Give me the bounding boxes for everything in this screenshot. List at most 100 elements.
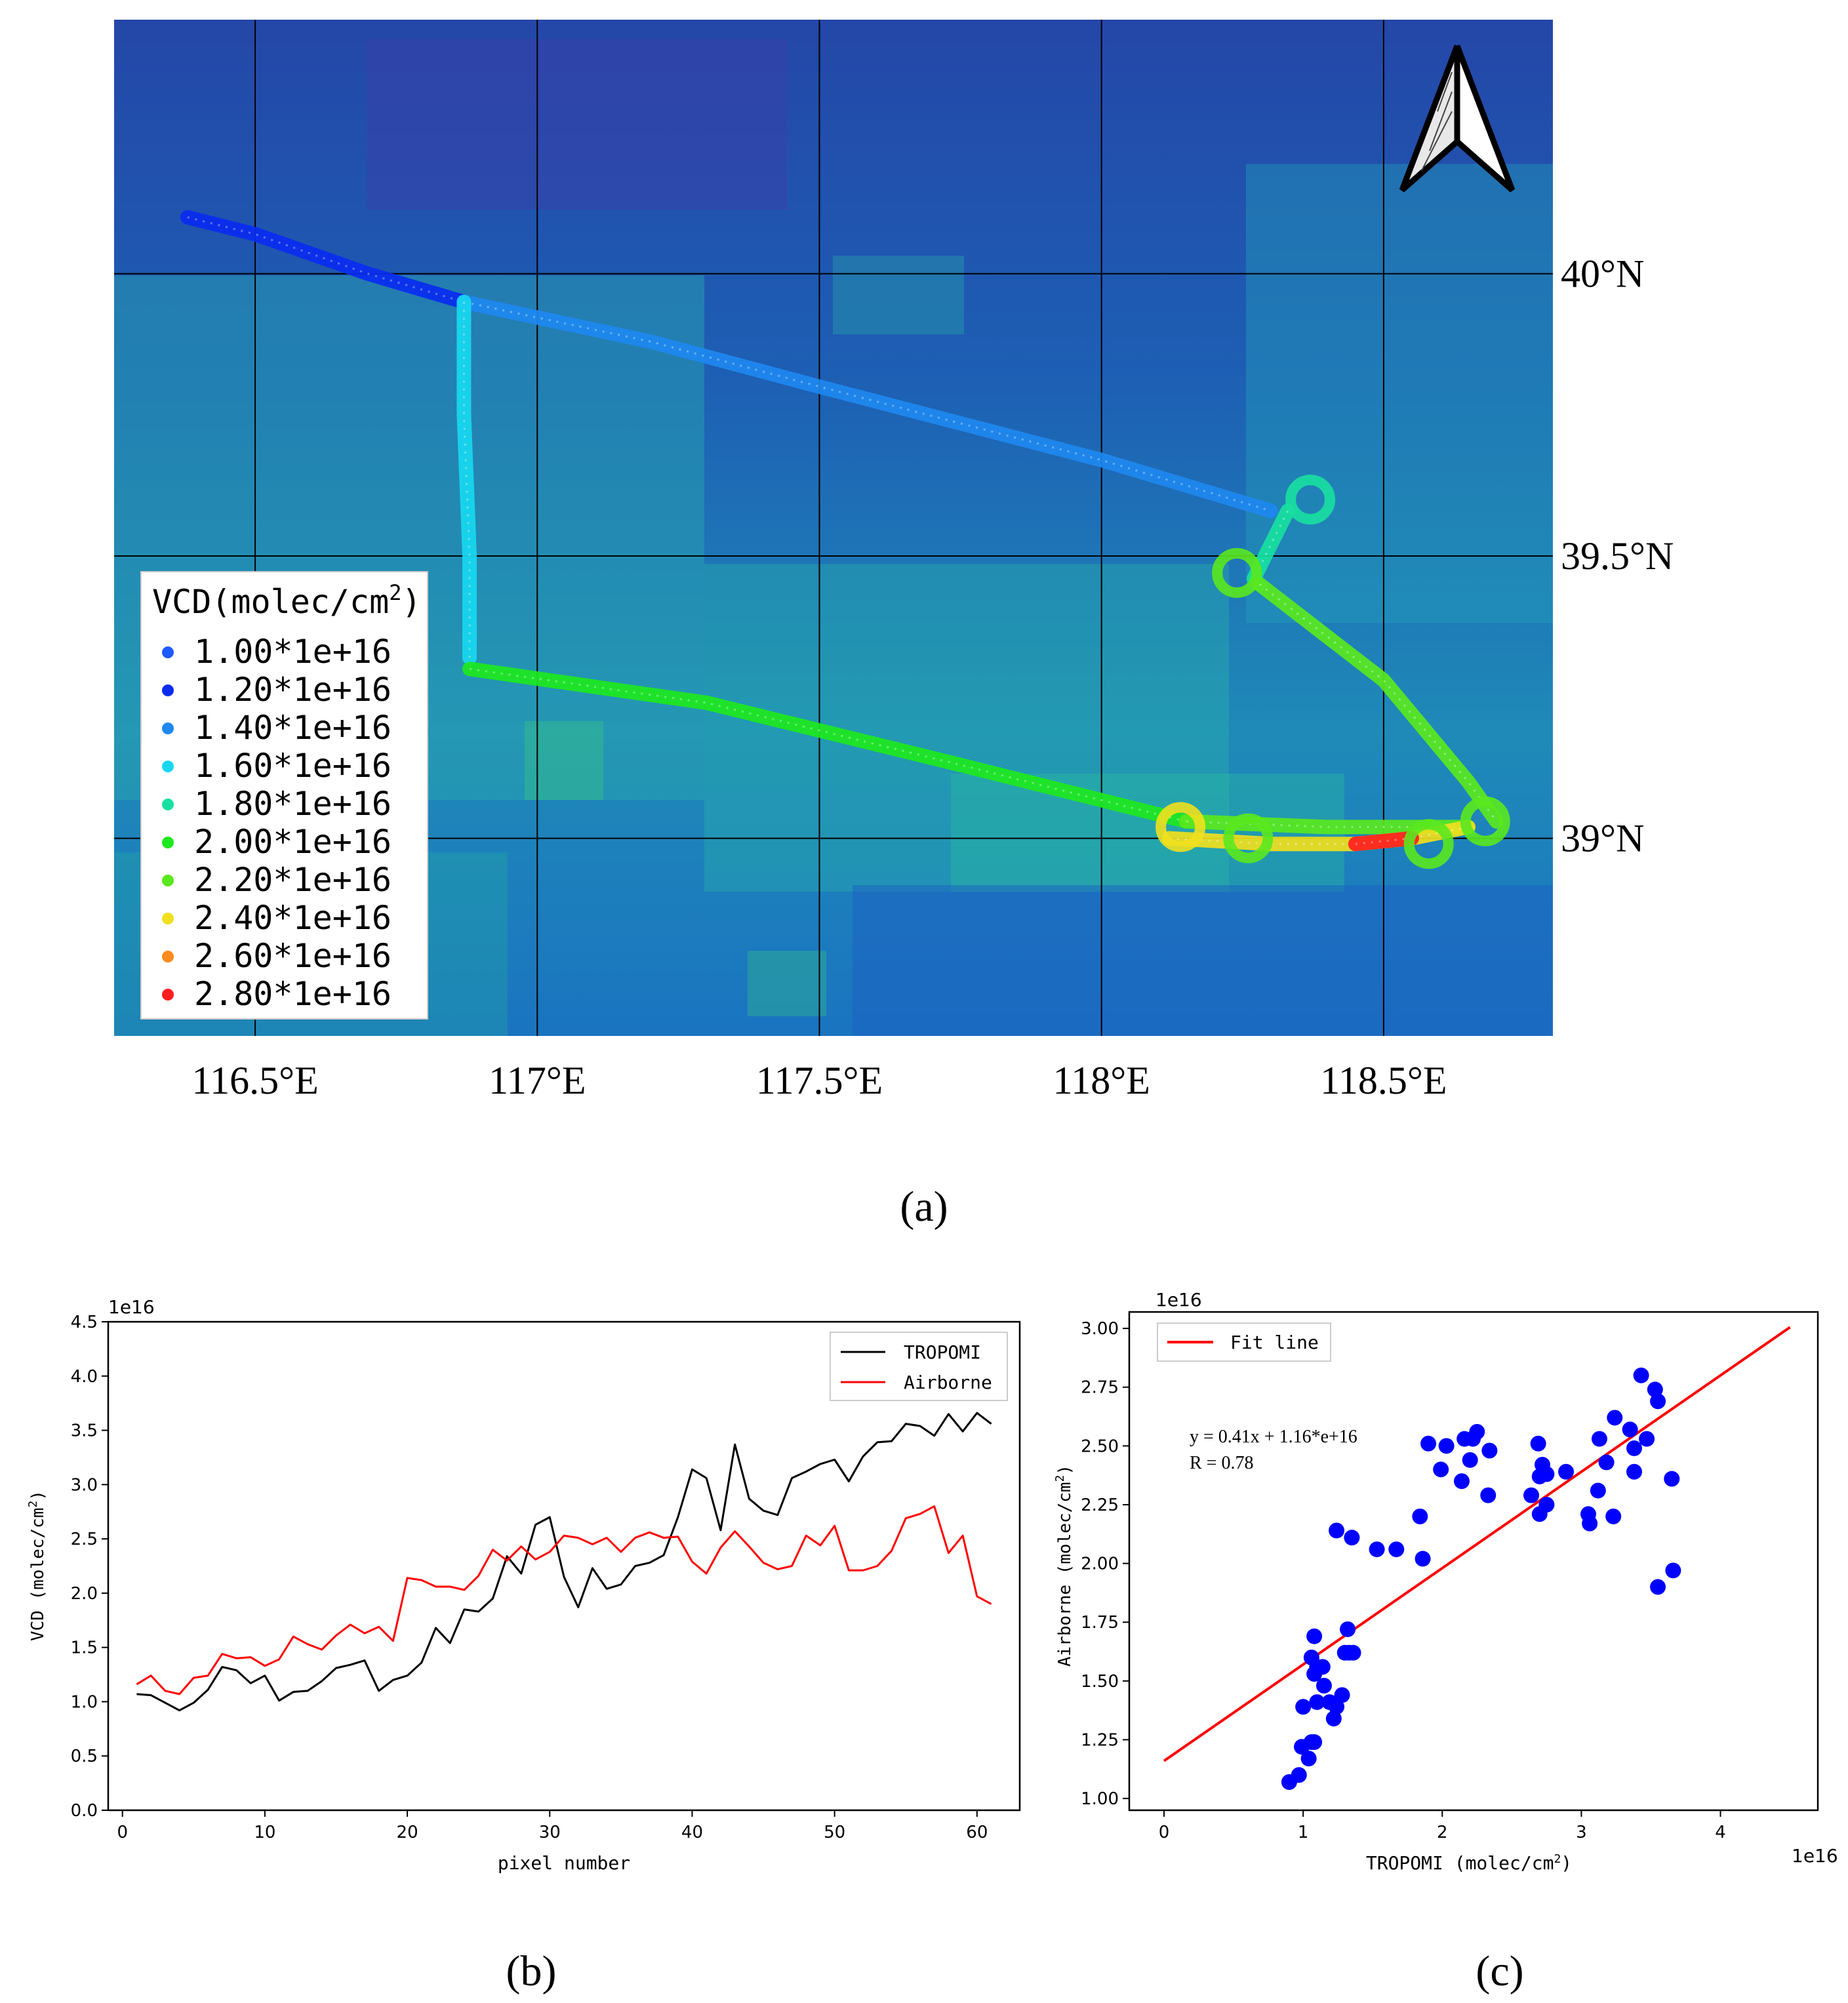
legend-entry-label: 2.40*1e+16 <box>194 899 392 937</box>
scatter-point <box>1295 1699 1312 1715</box>
scatter-point <box>1388 1541 1405 1558</box>
scatter-point <box>1582 1515 1598 1532</box>
legend-marker <box>162 723 174 734</box>
y-tick-label-c: 1.50 <box>1081 1672 1119 1692</box>
scatter-point <box>1480 1487 1496 1503</box>
map-x-tick-label: 118.5°E <box>1320 1059 1447 1102</box>
plot-frame-c <box>1128 1311 1819 1812</box>
y-tick-label-b: 4.5 <box>71 1313 98 1332</box>
panel-label-a: (a) <box>900 1183 948 1231</box>
legend-box-b <box>830 1332 1008 1401</box>
x-tick-label-c: 0 <box>1159 1823 1170 1842</box>
scatter-point <box>1607 1410 1623 1426</box>
track-loop <box>1155 802 1206 852</box>
panel-b-line-chart: 0 10 20 30 40 50 60 0.0 0.5 1.0 1.5 2.0 2.5 3.0 3.5 4.0… <box>26 1296 1021 1874</box>
scatter-point <box>1345 1644 1361 1661</box>
scatter-point <box>1415 1551 1431 1567</box>
map-x-tick-label: 118°E <box>1053 1059 1150 1102</box>
legend-entry-label: 1.80*1e+16 <box>194 785 392 823</box>
track-loop <box>1223 813 1274 863</box>
scatter-point <box>1523 1487 1540 1503</box>
legend-title: VCD(molec/cm2) <box>152 580 422 621</box>
track-loop <box>1460 796 1510 846</box>
y-tick-label-b: 1.5 <box>71 1638 98 1658</box>
scatter-point <box>1420 1435 1437 1452</box>
y-tick-label-c: 2.50 <box>1081 1437 1119 1456</box>
scatter-point <box>1650 1393 1666 1410</box>
legend-box <box>140 571 428 1020</box>
legend-c: Fit line <box>1157 1322 1331 1362</box>
map-y-tick-label: 39°N <box>1561 817 1644 860</box>
legend-marker <box>162 646 174 658</box>
track-segment <box>456 294 477 665</box>
track-segment <box>180 210 472 309</box>
legend-marker <box>162 684 174 696</box>
axes-b: 0 10 20 30 40 50 60 0.0 0.5 1.0 1.5 2.0 2.5 3.0 3.5 4.0… <box>71 1313 988 1842</box>
scatter-point <box>1462 1452 1478 1468</box>
panel-c-scatter-chart: 0 1 2 3 4 1.00 1.25 1.50 1.75 2.00 2.25 2.50 2.75 3.0… <box>1053 1289 1838 1874</box>
scatter-point <box>1306 1734 1323 1751</box>
map-y-tick-label: 39.5°N <box>1561 534 1674 578</box>
legend-b: TROPOMI Airborne <box>830 1332 1008 1401</box>
scatter-point <box>1538 1466 1555 1482</box>
y-tick-label-b: 0.0 <box>71 1801 98 1821</box>
fit-line-c <box>1163 1326 1791 1762</box>
panel-label-b: (b) <box>506 1947 557 1995</box>
scatter-point <box>1650 1579 1666 1595</box>
x-tick-label-b: 10 <box>254 1823 275 1842</box>
fit-equation-annotation: y = 0.41x + 1.16*e+16 <box>1190 1427 1357 1447</box>
scatter-point <box>1633 1367 1649 1383</box>
legend-label-fit: Fit line <box>1230 1332 1319 1353</box>
x-axis-label-c: TROPOMI (molec/cm2) <box>1366 1852 1572 1874</box>
y-tick-label-b: 3.5 <box>71 1421 98 1441</box>
scatter-point <box>1306 1628 1323 1644</box>
track-loop <box>1285 474 1336 525</box>
track-segment-texture <box>462 302 471 658</box>
track-segment <box>462 662 1194 829</box>
y-tick-label-c: 1.00 <box>1081 1789 1119 1809</box>
scatter-point <box>1291 1767 1307 1783</box>
scatter-point <box>1481 1442 1498 1459</box>
flight-track <box>180 210 1510 869</box>
y-axis-label-b: VCD (molec/cm2) <box>26 1490 48 1641</box>
scatter-point <box>1665 1562 1681 1579</box>
scatter-point <box>1369 1541 1385 1558</box>
legend-entry-label: 2.60*1e+16 <box>194 937 392 975</box>
y-axis-label-c: Airborne (molec/cm2) <box>1053 1465 1075 1667</box>
x-tick-label-c: 2 <box>1437 1823 1448 1842</box>
legend-entry-label: 2.00*1e+16 <box>194 823 392 861</box>
scatter-point <box>1590 1482 1606 1499</box>
scatter-point <box>1340 1621 1356 1637</box>
scatter-point <box>1309 1694 1325 1711</box>
scatter-point <box>1591 1431 1607 1447</box>
x-tick-label-b: 40 <box>681 1823 703 1842</box>
x-axis-label-b: pixel number <box>498 1852 630 1874</box>
y-tick-label-b: 0.5 <box>71 1747 98 1766</box>
plot-frame-b <box>107 1320 1021 1812</box>
legend-entry-label: 1.20*1e+16 <box>194 671 392 709</box>
y-tick-label-b: 2.0 <box>71 1584 98 1604</box>
x-tick-label-b: 20 <box>397 1823 418 1842</box>
legend-entry-label: 1.60*1e+16 <box>194 747 392 785</box>
north-arrow-icon <box>1399 45 1516 193</box>
scatter-point <box>1453 1473 1470 1490</box>
map-x-tick-label: 117.5°E <box>756 1059 883 1102</box>
legend-entries: 1.00*1e+161.20*1e+161.40*1e+161.60*1e+16… <box>162 633 392 1013</box>
y-tick-label-b: 2.5 <box>71 1530 98 1549</box>
scatter-point <box>1316 1678 1332 1694</box>
scatter-point <box>1626 1463 1642 1480</box>
scatter-point <box>1598 1454 1615 1471</box>
x-tick-label-b: 0 <box>117 1823 128 1842</box>
legend-label-tropomi: TROPOMI <box>904 1341 981 1363</box>
series-lines-b <box>136 1412 992 1712</box>
y-tick-label-c: 2.75 <box>1081 1378 1119 1398</box>
scatter-points-c <box>1281 1367 1681 1790</box>
scatter-point <box>1329 1522 1345 1539</box>
track-segment-texture <box>1355 837 1413 845</box>
scatter-point <box>1605 1508 1622 1524</box>
map-tiles <box>114 39 1553 1036</box>
scatter-point <box>1622 1421 1638 1438</box>
track-loop <box>1403 819 1454 869</box>
fit-line <box>1163 1326 1791 1762</box>
axes-c: 0 1 2 3 4 1.00 1.25 1.50 1.75 2.00 2.25 2.50 2.75 3.0… <box>1081 1319 1726 1842</box>
